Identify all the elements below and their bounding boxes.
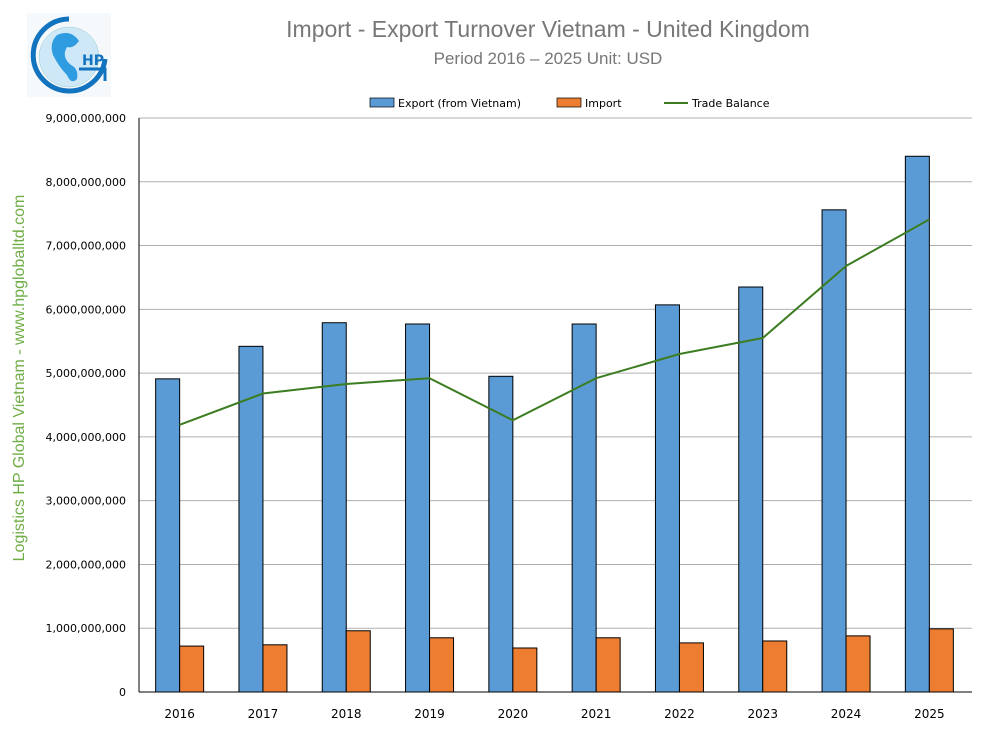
legend-label-export: Export (from Vietnam)	[398, 97, 521, 110]
y-tick-label: 6,000,000,000	[46, 303, 126, 316]
y-tick-label: 4,000,000,000	[46, 431, 126, 444]
bar-export	[321, 322, 347, 693]
x-tick-label: 2023	[747, 707, 778, 721]
y-tick-label: 2,000,000,000	[46, 558, 126, 571]
x-tick-label: 2017	[248, 707, 279, 721]
bar-import	[762, 640, 788, 693]
legend-swatch-export	[369, 97, 395, 108]
y-tick-label: 7,000,000,000	[46, 240, 126, 253]
y-tick-label: 5,000,000,000	[46, 367, 126, 380]
bar-import	[262, 644, 288, 693]
bar-import	[429, 637, 455, 693]
x-tick-label: 2024	[831, 707, 862, 721]
chart-subtitle: Period 2016 – 2025 Unit: USD	[433, 49, 663, 68]
y-tick-label: 8,000,000,000	[46, 176, 126, 189]
x-tick-label: 2019	[414, 707, 445, 721]
bar-export	[488, 375, 514, 693]
bar-import	[678, 642, 704, 693]
bar-export	[405, 323, 431, 693]
hp-logo: HP	[27, 13, 111, 97]
bar-export	[155, 378, 181, 693]
bar-import	[345, 630, 371, 693]
bar-import	[928, 628, 954, 693]
x-tick-label: 2025	[914, 707, 945, 721]
x-tick-label: 2021	[581, 707, 612, 721]
y-tick-label: 9,000,000,000	[46, 112, 126, 125]
x-tick-label: 2020	[498, 707, 529, 721]
logo-text: HP	[82, 53, 104, 69]
y-tick-label: 1,000,000,000	[46, 622, 126, 635]
x-tick-label: 2018	[331, 707, 362, 721]
bar-export	[738, 286, 764, 693]
bar-import	[179, 645, 205, 693]
x-tick-label: 2022	[664, 707, 695, 721]
legend-label-import: Import	[585, 97, 622, 110]
x-tick-label: 2016	[164, 707, 195, 721]
bar-import	[845, 635, 871, 693]
bar-export	[904, 155, 930, 693]
bar-export	[238, 345, 264, 693]
trade-balance-line	[179, 218, 930, 426]
bar-import	[512, 647, 538, 693]
y-tick-label: 0	[119, 686, 126, 699]
y-tick-label: 3,000,000,000	[46, 495, 126, 508]
bar-export	[821, 209, 847, 693]
chart-title: Import - Export Turnover Vietnam - Unite…	[286, 16, 810, 42]
legend-swatch-import	[556, 97, 582, 108]
legend-label-trade-balance: Trade Balance	[691, 97, 770, 110]
bar-export	[654, 304, 680, 693]
bar-import	[595, 637, 621, 693]
